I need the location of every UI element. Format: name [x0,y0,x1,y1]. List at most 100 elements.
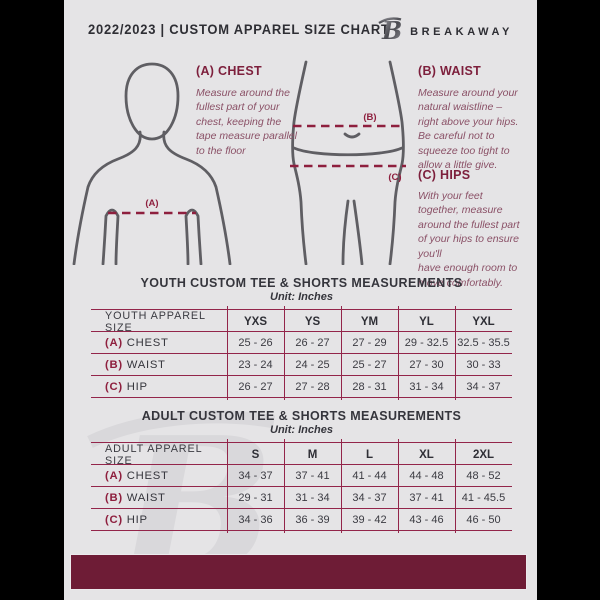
row-label: (C) HIP [91,514,227,526]
row-prefix: (A) [105,336,123,349]
cell-value: 28 - 31 [352,380,387,393]
left-hip-leg-outline [291,60,308,265]
table-row: (C) HIP 26 - 27 27 - 28 28 - 31 31 - 34 3… [91,375,512,397]
row-prefix: (A) [105,469,123,482]
cell-value: 41 - 44 [352,469,387,482]
right-hip-leg-outline [388,60,405,265]
head-outline [124,62,180,141]
table-divider [227,439,229,533]
adult-table-title: ADULT CUSTOM TEE & SHORTS MEASUREMENTS [141,409,462,423]
chest-instruction-text: Measure around the fullest part of your … [196,87,297,157]
belly-crease-outline [292,146,404,157]
cell-value: 26 - 27 [295,336,330,349]
cell-value: 37 - 41 [409,491,444,504]
table-divider [398,439,400,533]
cell-value: 37 - 41 [295,469,330,482]
youth-size-table: YOUTH APPAREL SIZE YXS YS YM YL YXL (A) C… [91,306,512,400]
row-prefix: (C) [105,380,123,393]
table-divider [227,306,229,400]
table-divider [284,306,286,400]
cell-value: 25 - 26 [238,336,273,349]
cell-value: 46 - 50 [466,513,501,526]
right-inner-leg-outline [352,199,364,265]
chest-measurement-figure: (A) [72,62,232,265]
right-armpit-outline [184,208,203,265]
column-header: L [365,449,374,461]
cell-value: 39 - 42 [352,513,387,526]
cell-value: 31 - 34 [295,491,330,504]
column-header: YOUTH APPAREL SIZE [105,310,206,334]
row-label: (B) WAIST [91,492,227,504]
column-header: YS [304,316,321,328]
cell-value: 30 - 33 [466,358,501,371]
chest-line-label: (A) [145,198,158,209]
column-header: YXS [243,316,267,328]
column-header: YL [419,316,434,328]
cell-value: 34 - 37 [352,491,387,504]
table-divider [398,306,400,400]
table-row: (A) CHEST 34 - 37 37 - 41 41 - 44 44 - 48… [91,464,512,486]
column-header: XL [419,449,434,461]
waist-line-label: (B) [363,112,376,123]
hips-instruction-heading: (C) HIPS [418,168,471,182]
row-label: (B) WAIST [91,359,227,371]
row-title: WAIST [126,491,166,504]
table-divider [455,306,457,400]
cell-value: 34 - 37 [238,469,273,482]
row-title: HIP [126,513,148,526]
navel-mark [343,132,361,139]
row-label: (A) CHEST [91,337,227,349]
row-prefix: (B) [105,358,123,371]
table-row: (B) WAIST 29 - 31 31 - 34 34 - 37 37 - 41… [91,486,512,508]
youth-table-unit: Unit: Inches [270,291,333,303]
cell-value: 36 - 39 [295,513,330,526]
page-title: 2022/2023 | CUSTOM APPAREL SIZE CHART [88,22,390,37]
cell-value: 41 - 45.5 [461,491,506,504]
column-header: YXL [472,316,495,328]
cell-value: 34 - 37 [466,380,501,393]
footer-bar [70,554,527,590]
row-title: HIP [126,380,148,393]
column-header: YM [360,316,379,328]
table-divider [341,306,343,400]
cell-value: 25 - 27 [352,358,387,371]
cell-value: 43 - 46 [409,513,444,526]
row-prefix: (B) [105,491,123,504]
row-label: (C) HIP [91,381,227,393]
brand-lockup: B BREAKAWAY [377,14,513,44]
cell-value: 27 - 30 [409,358,444,371]
row-label: (A) CHEST [91,470,227,482]
hips-instruction-text: With your feet together, measure around … [418,190,520,289]
column-header: M [307,449,318,461]
cell-value: 29 - 31 [238,491,273,504]
row-title: CHEST [126,336,169,349]
cell-value: 26 - 27 [238,380,273,393]
column-header: 2XL [472,449,495,461]
chest-instruction-heading: (A) CHEST [196,64,262,78]
column-header: ADULT APPAREL SIZE [105,443,203,467]
right-shoulder-arm-outline [162,130,232,265]
cell-value: 31 - 34 [409,380,444,393]
table-row: (C) HIP 34 - 36 36 - 39 39 - 42 43 - 46 4… [91,508,512,530]
column-header: S [251,449,260,461]
row-prefix: (C) [105,513,123,526]
youth-table-title: YOUTH CUSTOM TEE & SHORTS MEASUREMENTS [140,276,463,290]
table-divider [455,439,457,533]
table-row: (A) CHEST 25 - 26 26 - 27 27 - 29 29 - 32… [91,331,512,353]
waist-hips-measurement-figure: (B) (C) [290,60,406,265]
waist-instruction-text: Measure around your natural waistline – … [418,87,519,172]
waist-instruction-heading: (B) WAIST [418,64,482,78]
cell-value: 44 - 48 [409,469,444,482]
table-divider [284,439,286,533]
cell-value: 48 - 52 [466,469,501,482]
cell-value: 27 - 28 [295,380,330,393]
row-title: CHEST [126,469,169,482]
left-shoulder-arm-outline [72,130,142,265]
table-row: (B) WAIST 23 - 24 24 - 25 25 - 27 27 - 30… [91,353,512,375]
adult-size-table: ADULT APPAREL SIZE S M L XL 2XL (A) CHEST… [91,439,512,533]
cell-value: 27 - 29 [352,336,387,349]
cell-value: 23 - 24 [238,358,273,371]
logo-letter: B [381,16,402,44]
cell-value: 34 - 36 [238,513,273,526]
left-inner-leg-outline [341,199,350,265]
